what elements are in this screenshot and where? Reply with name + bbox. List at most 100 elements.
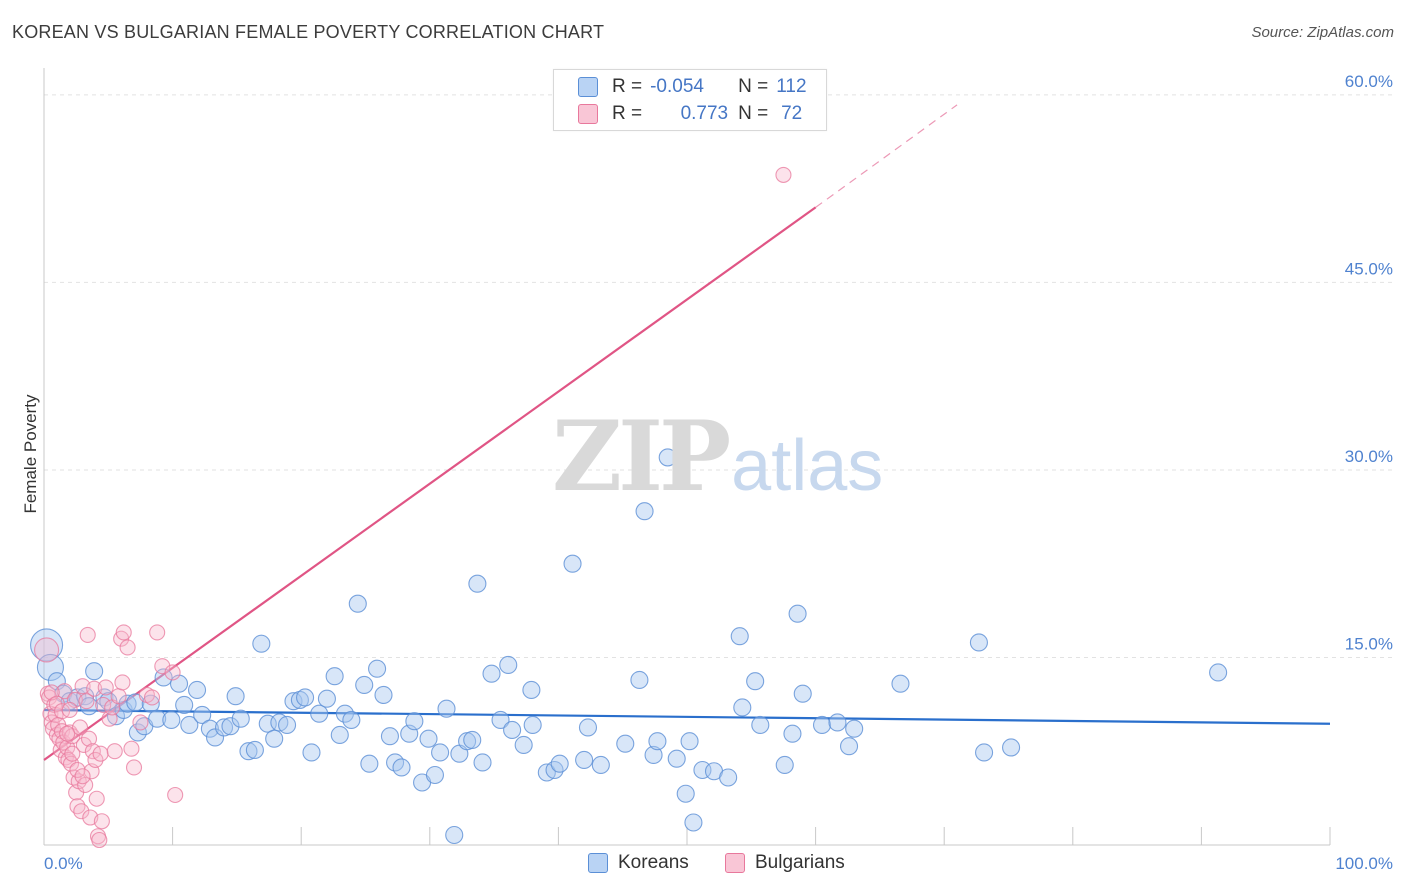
korean-point — [719, 768, 738, 787]
korean-point — [648, 732, 667, 751]
tick-labels: 15.0% 30.0% 45.0% 60.0% 0.0% 100.0% — [44, 72, 1393, 873]
trend-lines — [43, 104, 1331, 761]
korean-point — [684, 813, 703, 832]
korean-point — [290, 690, 309, 710]
korean-point — [680, 732, 699, 751]
bulgarian-point — [106, 743, 123, 760]
bulgarian-swatch — [578, 104, 598, 124]
bulgarian-point — [64, 745, 81, 762]
axes — [43, 68, 1331, 846]
bulgarian-point — [164, 664, 181, 681]
korean-point — [162, 710, 181, 730]
stats-legend-box: R = -0.054 N = 112 R = 0.773 N = 72 — [553, 69, 827, 131]
korean-point — [812, 715, 832, 735]
korean-point — [793, 684, 812, 703]
bulgarian-point — [143, 689, 161, 706]
korean-point — [342, 710, 361, 730]
korean-point — [482, 664, 501, 683]
bulgarian-point — [92, 745, 109, 762]
korean-point — [491, 710, 510, 730]
bulgarian-point — [77, 776, 94, 794]
korean-point — [214, 718, 234, 737]
korean-point — [463, 730, 482, 750]
bulgarian-point — [78, 693, 95, 710]
korean-point — [503, 720, 522, 740]
page-title: KOREAN VS BULGARIAN FEMALE POVERTY CORRE… — [12, 22, 605, 42]
korean-point — [85, 662, 104, 681]
stat-row-korean: R = -0.054 N = 112 — [578, 74, 807, 100]
y-tick-label: 30.0% — [1345, 447, 1393, 466]
legend-item-koreans[interactable]: Koreans — [588, 852, 689, 874]
bulgarian-point — [119, 639, 136, 656]
korean-point — [226, 687, 245, 706]
korean-point — [200, 719, 219, 738]
korean-point — [1002, 738, 1021, 757]
bulgarian-trend-line — [43, 206, 817, 761]
y-tick-label: 60.0% — [1345, 72, 1393, 91]
korean-point — [550, 754, 569, 773]
korean-point — [330, 725, 349, 745]
bulgarian-point — [95, 696, 112, 714]
korean-point — [514, 735, 533, 755]
korean-point — [30, 628, 64, 662]
bulgarian-point — [80, 730, 98, 747]
chart-legend: Koreans Bulgarians — [0, 852, 1406, 878]
korean-point — [891, 674, 910, 693]
korean-point — [746, 672, 765, 691]
stat-row-bulgarian: R = 0.773 N = 72 — [578, 101, 802, 127]
korean-point — [317, 689, 336, 708]
bulgarian-point — [114, 674, 131, 691]
legend-item-bulgarians[interactable]: Bulgarians — [725, 852, 845, 874]
y-axis-title: Female Poverty — [21, 394, 40, 514]
bulgarian-point — [149, 624, 166, 641]
bulgarian-point — [79, 626, 96, 644]
bulgarian-n-value: 72 — [781, 103, 803, 124]
korean-point — [380, 727, 399, 746]
bulgarian-point — [167, 786, 184, 804]
bulgarian-r-value: 0.773 — [680, 103, 729, 124]
korean-n-label: N = — [738, 76, 769, 97]
korean-point — [975, 743, 994, 762]
korean-point — [258, 714, 277, 733]
korean-trend-line — [43, 708, 1331, 725]
bulgarian-point — [775, 166, 792, 183]
bulgarian-point — [71, 719, 89, 736]
korean-point — [252, 634, 271, 653]
korean-point — [360, 754, 379, 773]
korean-point — [1209, 663, 1228, 682]
y-tick-label: 45.0% — [1345, 259, 1393, 278]
korean-point — [658, 448, 677, 467]
korean-point — [751, 715, 770, 735]
korean-point — [368, 659, 387, 678]
korean-point — [431, 743, 450, 762]
korean-point — [36, 653, 64, 682]
korean-point — [578, 718, 598, 737]
korean-point — [302, 743, 321, 762]
korean-point — [730, 627, 749, 646]
bulgarian-point — [86, 680, 103, 697]
bulgarian-point — [88, 790, 105, 807]
korean-point — [284, 692, 303, 711]
korean-point — [175, 695, 194, 715]
korean-point — [468, 574, 487, 593]
bulgarian-point — [34, 637, 60, 663]
x-tick-label: 100.0% — [1335, 854, 1393, 873]
korean-point — [969, 633, 988, 652]
korean-n-value: 112 — [776, 76, 807, 97]
bulgarian-point — [97, 679, 114, 696]
korean-point — [392, 758, 411, 777]
bulgarian-n-label: N = — [738, 103, 769, 124]
bulgarian-point — [93, 813, 110, 830]
korean-point — [676, 784, 695, 803]
korean-point — [310, 704, 329, 723]
korean-point — [205, 728, 225, 747]
korean-point — [437, 699, 456, 718]
bulgarian-point — [125, 759, 143, 776]
bulgarian-point — [66, 691, 83, 709]
legend-bulgarian-swatch — [725, 853, 745, 873]
korean-point — [839, 737, 859, 756]
korean-point — [522, 680, 541, 700]
bulgarian-r-label: R = — [612, 103, 643, 124]
x-tick-label: 0.0% — [44, 854, 83, 873]
